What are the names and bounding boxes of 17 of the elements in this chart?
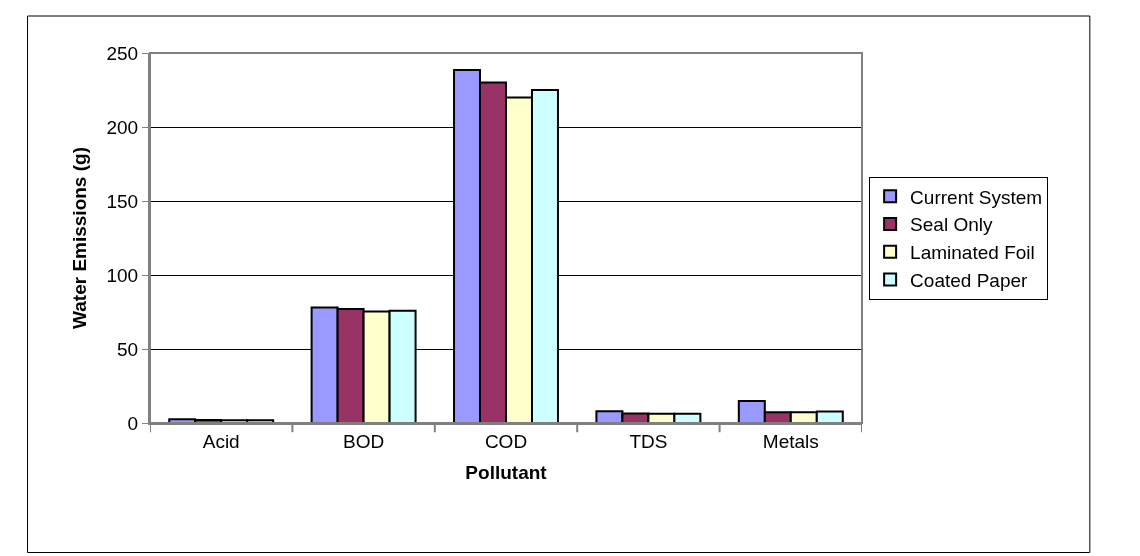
legend-label: Laminated Foil bbox=[910, 242, 1035, 264]
y-tick-label: 0 bbox=[127, 412, 139, 434]
x-axis-title: Pollutant bbox=[465, 462, 548, 484]
y-tick-label: 100 bbox=[106, 264, 139, 286]
y-axis-title: Water Emissions (g) bbox=[68, 147, 90, 329]
x-tick-label: BOD bbox=[343, 430, 385, 452]
x-tick-label: TDS bbox=[629, 430, 668, 452]
y-tick-label: 250 bbox=[106, 42, 139, 64]
x-tick-label: COD bbox=[484, 430, 528, 452]
y-tick-label: 150 bbox=[106, 190, 139, 212]
x-tick-label: Metals bbox=[762, 430, 819, 452]
legend-label: Current System bbox=[910, 186, 1043, 208]
y-tick-label: 200 bbox=[106, 116, 139, 138]
x-tick-label: Acid bbox=[202, 430, 240, 452]
y-tick-label: 50 bbox=[117, 338, 139, 360]
legend-label: Seal Only bbox=[910, 214, 993, 236]
legend-label: Coated Paper bbox=[910, 269, 1029, 291]
